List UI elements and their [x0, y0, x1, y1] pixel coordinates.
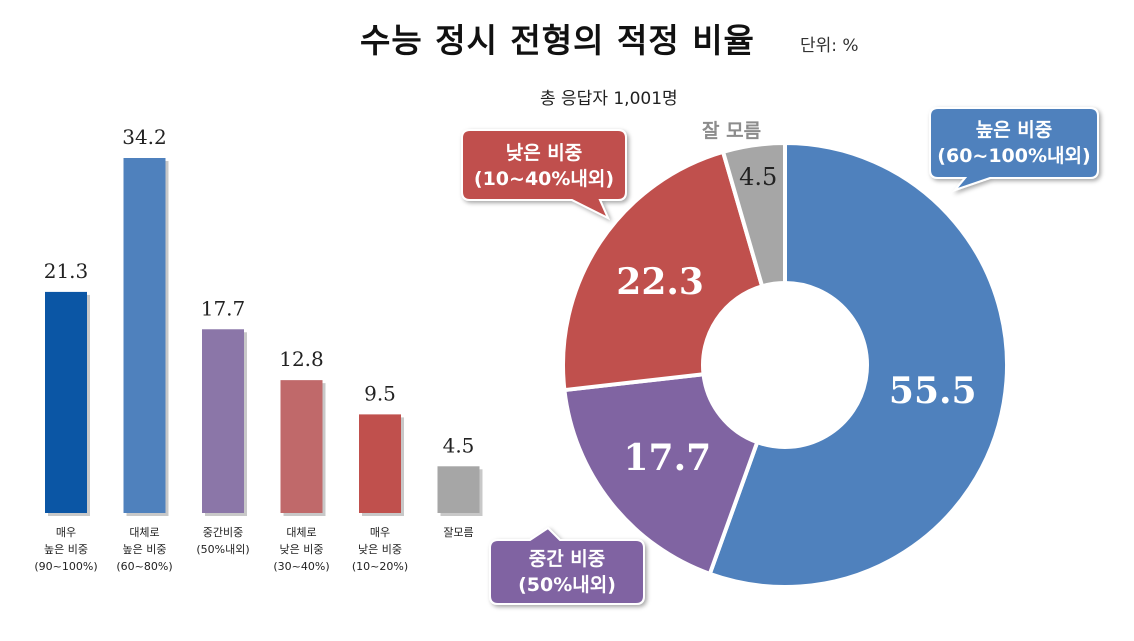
bar-1 [123, 158, 166, 513]
bar-2 [202, 329, 244, 513]
bar-value-label: 9.5 [364, 381, 396, 405]
bar-category-line: (60~80%) [116, 560, 173, 573]
bar-3 [280, 380, 323, 513]
bar-category-line: 중간비중 [202, 526, 244, 539]
bar-category-line: 높은 비중 [122, 543, 167, 556]
bar-value-label: 17.7 [201, 296, 246, 320]
slice-mid [562, 372, 760, 577]
respondent-count: 총 응답자 1,001명 [540, 89, 678, 109]
callout-low-box [461, 129, 627, 221]
slice-mid-value: 17.7 [624, 437, 712, 479]
slice-low-value: 22.3 [616, 261, 704, 303]
callout-mid-box [489, 526, 645, 605]
callout-dontknow-label: 잘 모름 [702, 120, 762, 142]
slice-dontknow-value: 4.5 [739, 163, 777, 191]
slice-dontknow [720, 140, 787, 289]
callout-high-line1: 높은 비중 [975, 119, 1053, 141]
bar-category-label: 중간비중 (50%내외) [183, 524, 263, 558]
bar-category-line: (10~20%) [351, 560, 409, 573]
bar-value-label: 21.3 [44, 259, 89, 283]
bar-category-line: 낮은 비중 [279, 543, 324, 556]
callout-mid-line2: (50%내외) [518, 574, 616, 596]
bar-category-line: 높은 비중 [44, 543, 88, 556]
callout-high-line2: (60~100%내외) [937, 145, 1091, 167]
bar-category-line: 낮은 비중 [358, 543, 402, 556]
unit-label: 단위: % [800, 36, 859, 56]
slice-low [561, 149, 765, 393]
callout-high-box [929, 107, 1099, 193]
bar-category-line: (90~100%) [34, 560, 98, 573]
slice-high-value: 55.5 [889, 370, 977, 412]
bar-category-line: 매우 [55, 526, 77, 539]
slice-high [707, 140, 1009, 589]
bar-category-line: 대체로 [129, 526, 160, 539]
bar-category-line: (50%내외) [196, 543, 250, 556]
bar-category-line: 매우 [369, 526, 391, 539]
bar-category-line: (30~40%) [273, 560, 330, 573]
callout-low-line1: 낮은 비중 [505, 142, 583, 164]
bar-4 [359, 414, 401, 513]
bar-category-line: 대체로 [286, 526, 317, 539]
chart-title: 수능 정시 전형의 적정 비율 [360, 21, 755, 60]
callout-mid-line1: 중간 비중 [528, 548, 606, 570]
bar-value-label: 12.8 [279, 347, 324, 371]
bar-5 [437, 466, 480, 513]
bar-category-label: 잘모름 [419, 524, 499, 541]
bar-category-line: 잘모름 [443, 526, 474, 539]
bar-0 [45, 291, 87, 513]
callout-low-text: 낮은 비중 (10~40%내외) [462, 140, 626, 192]
callout-mid-text: 중간 비중 (50%내외) [490, 546, 644, 598]
bar-value-label: 4.5 [443, 433, 475, 457]
bar-chart: 21.3 34.2 17.7 12.8 9.5 4.5 [44, 125, 483, 516]
bar-value-label: 34.2 [122, 125, 167, 149]
callout-low-line2: (10~40%내외) [473, 168, 615, 190]
callout-high-text: 높은 비중 (60~100%내외) [930, 117, 1098, 169]
